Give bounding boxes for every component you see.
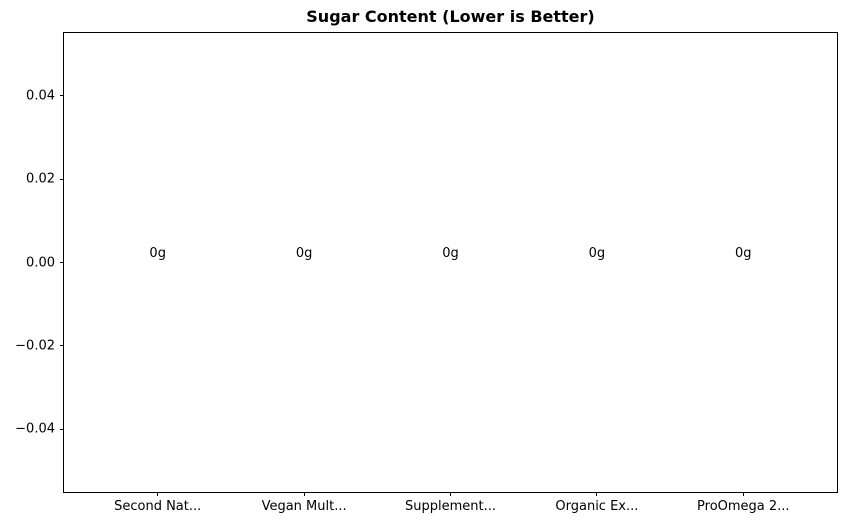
- y-tick-mark: [60, 178, 64, 180]
- chart-title: Sugar Content (Lower is Better): [306, 7, 595, 26]
- y-tick-label: 0.04: [26, 88, 55, 104]
- y-tick-mark: [60, 345, 64, 347]
- x-tick-mark: [157, 492, 159, 496]
- x-tick-label: Vegan Mult...: [261, 499, 347, 514]
- x-tick-label: Second Nat...: [114, 499, 202, 514]
- plot-area: 0.04 0.02 0.00 −0.02 −0.04 Second Nat... Vega…: [15, 32, 838, 514]
- x-tick-label: Organic Ex...: [555, 499, 639, 514]
- x-tick-mark: [742, 492, 744, 496]
- bar-value-label: 0g: [149, 245, 166, 261]
- bar-value-label: 0g: [735, 245, 752, 261]
- y-tick-label: −0.02: [15, 338, 55, 354]
- x-tick-mark: [596, 492, 598, 496]
- y-tick-mark: [60, 95, 64, 97]
- bar-value-label: 0g: [442, 245, 459, 261]
- bar-value-label: 0g: [295, 245, 313, 261]
- x-tick-label: ProOmega 2...: [697, 499, 790, 514]
- y-tick-label: 0.02: [26, 171, 55, 187]
- x-tick-label: Supplement...: [405, 499, 496, 514]
- y-tick-mark: [60, 262, 64, 263]
- y-tick-label: 0.00: [26, 255, 55, 270]
- bar-value-label: 0g: [588, 245, 606, 261]
- x-tick-mark: [303, 492, 305, 496]
- y-tick-label: −0.04: [15, 421, 55, 437]
- x-tick-mark: [450, 492, 451, 496]
- y-tick-mark: [60, 428, 64, 430]
